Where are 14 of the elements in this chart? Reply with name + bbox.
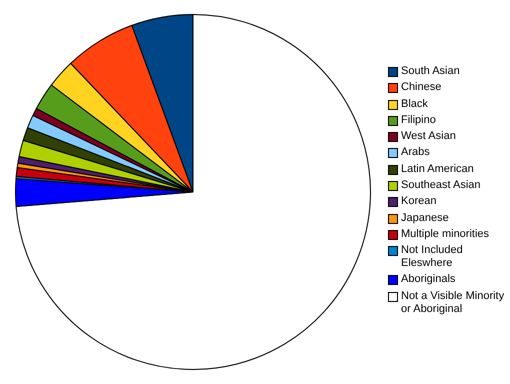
legend-label: West Asian [401, 130, 456, 144]
legend-label: Japanese [401, 212, 449, 225]
legend-label: Multiple minorities [401, 228, 490, 241]
legend-label: South Asian [401, 64, 460, 78]
legend-label: Black [401, 98, 428, 111]
legend-label: Chinese [401, 81, 442, 94]
legend-label: Arabs [401, 146, 430, 160]
legend-label: Not Included Eleswhere [401, 244, 464, 270]
legend-label: Latin American [401, 162, 474, 176]
legend-label: Not a Visible Minority or Aboriginal [401, 290, 506, 316]
legend-label: Southeast Asian [401, 179, 481, 192]
legend-label: Filipino [401, 114, 436, 127]
legend-label: Aboriginals [401, 273, 456, 286]
legend-label: Korean [401, 195, 436, 208]
